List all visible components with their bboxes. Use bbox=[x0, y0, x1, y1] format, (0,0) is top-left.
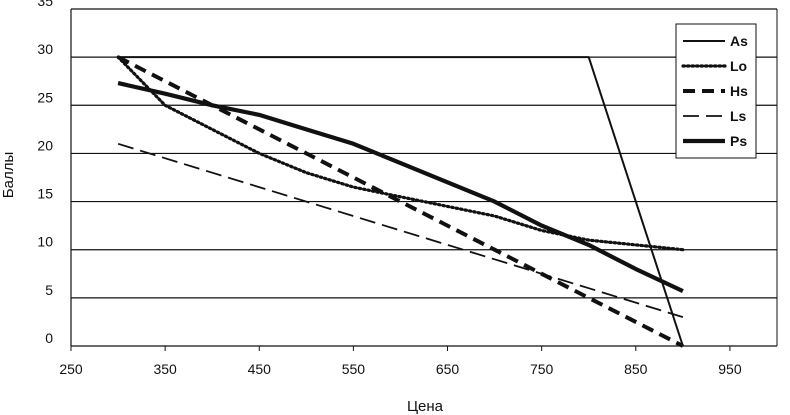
x-tick-label: 650 bbox=[436, 361, 460, 377]
x-tick-label: 950 bbox=[718, 361, 742, 377]
y-tick-label: 35 bbox=[37, 0, 53, 9]
y-axis-title: Баллы bbox=[0, 152, 17, 198]
y-tick-label: 10 bbox=[37, 234, 53, 250]
y-tick-label: 25 bbox=[37, 89, 53, 105]
legend-label-ps: Ps bbox=[730, 133, 747, 149]
x-tick-label: 850 bbox=[624, 361, 648, 377]
x-tick-label: 750 bbox=[530, 361, 554, 377]
y-tick-label: 0 bbox=[45, 330, 53, 346]
x-axis-title: Цена bbox=[407, 398, 444, 415]
series-line-ls bbox=[117, 142, 684, 318]
y-tick-label: 30 bbox=[37, 41, 53, 57]
x-tick-label: 450 bbox=[248, 361, 272, 377]
series-line-ps bbox=[117, 81, 684, 294]
x-tick-label: 550 bbox=[342, 361, 366, 377]
legend-label-lo: Lo bbox=[730, 58, 747, 74]
x-tick-label: 250 bbox=[59, 361, 83, 377]
series-line-lo bbox=[116, 55, 685, 252]
legend: As Lo Hs Ls Ps bbox=[675, 23, 757, 159]
gridlines bbox=[71, 8, 777, 299]
legend-label-hs: Hs bbox=[730, 83, 748, 99]
y-tick-label: 15 bbox=[37, 186, 53, 202]
y-tick-label: 5 bbox=[45, 282, 53, 298]
y-tick-label: 20 bbox=[37, 137, 53, 153]
x-tick-label: 350 bbox=[153, 361, 177, 377]
legend-label-as: As bbox=[730, 33, 748, 49]
axes bbox=[70, 9, 778, 347]
legend-label-ls: Ls bbox=[730, 108, 747, 124]
series-lines bbox=[116, 55, 685, 348]
series-line-as bbox=[118, 56, 684, 347]
tick-labels: 250 350 450 550 650 750 850 950 0 5 10 15 20 25 30 35 bbox=[37, 0, 741, 377]
